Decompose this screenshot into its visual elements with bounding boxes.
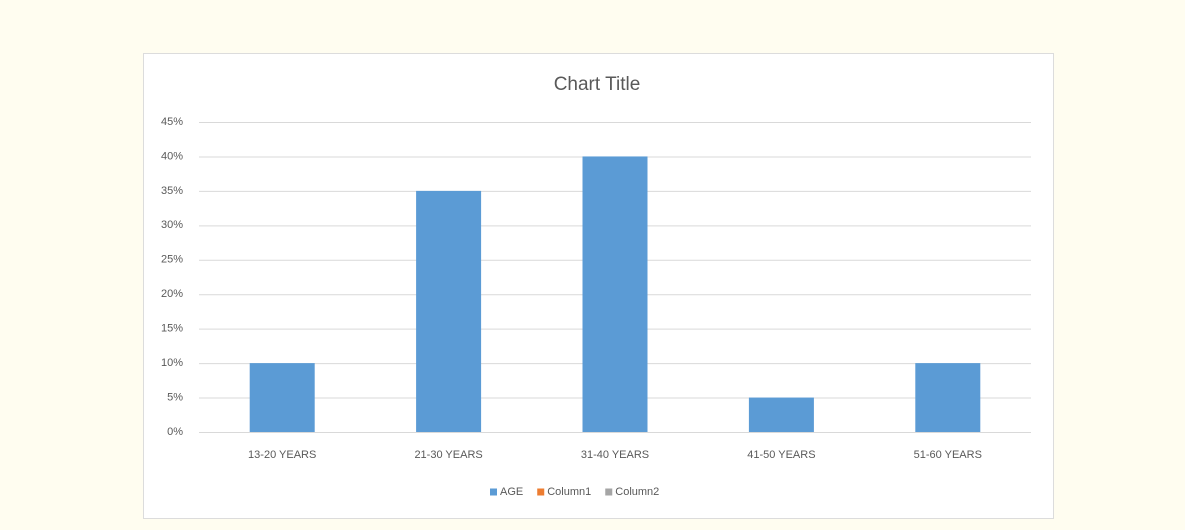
legend-label: Column2 xyxy=(615,486,659,498)
y-tick-label: 10% xyxy=(161,357,183,369)
x-tick-label: 41-50 YEARS xyxy=(747,449,815,461)
legend-swatch xyxy=(537,488,545,496)
legend-swatch xyxy=(490,488,497,496)
bar xyxy=(915,363,981,432)
legend-swatch xyxy=(605,488,613,496)
y-tick-label: 30% xyxy=(161,219,183,231)
bar xyxy=(582,156,648,432)
x-tick-label: 51-60 YEARS xyxy=(914,449,982,461)
legend-label: Column1 xyxy=(547,486,591,498)
y-tick-label: 35% xyxy=(161,185,183,197)
x-tick-label: 13-20 YEARS xyxy=(248,449,316,461)
y-tick-label: 20% xyxy=(161,288,183,300)
bar xyxy=(748,397,814,432)
y-tick-label: 40% xyxy=(161,150,183,162)
y-tick-label: 45% xyxy=(161,116,183,128)
y-tick-label: 15% xyxy=(161,323,183,335)
y-tick-label: 0% xyxy=(167,426,183,438)
x-tick-label: 21-30 YEARS xyxy=(414,449,482,461)
x-tick-label: 31-40 YEARS xyxy=(581,449,649,461)
bar xyxy=(249,363,315,432)
chart-title: Chart Title xyxy=(554,74,641,95)
legend-label: AGE xyxy=(500,486,523,498)
y-tick-label: 25% xyxy=(161,254,183,266)
bar xyxy=(416,190,482,432)
y-tick-label: 5% xyxy=(167,391,183,403)
